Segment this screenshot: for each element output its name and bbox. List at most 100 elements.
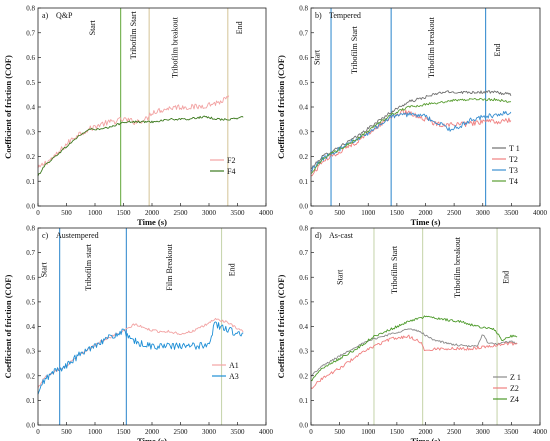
y-axis-label: Coefficient of friction (COF) (3, 275, 13, 379)
x-tick-label: 1000 (88, 209, 103, 217)
panel-label: a) (42, 11, 49, 20)
plot-frame (310, 227, 541, 426)
y-tick-label: 0.7 (299, 29, 308, 37)
y-tick-label: 0.1 (26, 397, 35, 405)
panel-title: Tempered (329, 11, 361, 20)
x-tick-label: 500 (334, 428, 345, 436)
y-tick-label: 0.2 (299, 153, 308, 161)
y-tick-label: 0.2 (26, 372, 35, 380)
x-axis-label: Time (s) (411, 217, 441, 227)
series-line-f2 (37, 95, 230, 169)
plot-frame (37, 227, 267, 426)
x-tick-label: 4000 (259, 428, 274, 436)
x-tick-label: 0 (36, 428, 40, 436)
y-tick-label: 0.5 (299, 79, 308, 87)
legend: T 1 T2 T3 T4 (492, 144, 520, 186)
x-axis-label: Time (s) (137, 217, 167, 227)
panel-3: 0 500 1000 1500 2000 2500 3000 3500 4000 0.0 0.1 0.… (3, 225, 274, 441)
x-axis-label: Time (s) (411, 436, 441, 441)
legend-label: T 1 (509, 144, 520, 153)
series-line-t2 (310, 109, 512, 177)
legend-label: Z4 (510, 395, 519, 404)
y-tick-label: 0.1 (299, 178, 308, 186)
x-tick-label: 2500 (447, 209, 462, 217)
y-tick-label: 0.2 (299, 372, 308, 380)
x-tick-label: 4000 (259, 209, 274, 217)
legend-label: T2 (509, 155, 518, 164)
y-tick-label: 0.0 (26, 203, 35, 211)
plot-frame (37, 7, 267, 207)
y-axis-label: Coefficient of friction (COF) (3, 55, 13, 159)
x-tick-label: 3500 (231, 209, 246, 217)
x-tick-label: 3500 (231, 428, 246, 436)
x-tick-label: 1500 (390, 428, 405, 436)
x-tick-label: 2000 (419, 428, 434, 436)
x-tick-label: 0 (36, 209, 40, 217)
x-tick-label: 3500 (504, 428, 519, 436)
phase-annotation-4: End (502, 271, 511, 284)
legend-label: Z 1 (510, 373, 521, 382)
x-tick-label: 500 (334, 209, 345, 217)
panel-title: Austempered (56, 231, 99, 240)
x-tick-label: 3000 (202, 428, 217, 436)
y-tick-label: 0.6 (26, 54, 35, 62)
series-line-f4 (37, 115, 244, 177)
legend-label: T3 (509, 166, 518, 175)
x-tick-label: 2000 (419, 209, 434, 217)
phase-annotation-1: Start (40, 262, 49, 278)
phase-annotation-4: End (235, 21, 244, 34)
panel-4: 0 500 1000 1500 2000 2500 3000 3500 4000 0.0 0.1 0.… (276, 225, 548, 441)
x-tick-label: 4000 (533, 209, 548, 217)
y-tick-label: 0.5 (26, 298, 35, 306)
y-tick-label: 0.1 (299, 397, 308, 405)
y-tick-label: 0.1 (26, 178, 35, 186)
y-tick-label: 0.3 (26, 128, 35, 136)
series-line-t4 (310, 97, 512, 174)
y-tick-label: 0.5 (299, 298, 308, 306)
phase-annotation-1: Start (335, 269, 344, 285)
x-tick-label: 2000 (145, 209, 160, 217)
y-tick-label: 0.5 (26, 79, 35, 87)
legend-label: T4 (509, 177, 518, 186)
panel-label: d) (315, 231, 322, 240)
x-tick-label: 1000 (361, 428, 376, 436)
y-tick-label: 0.7 (26, 29, 35, 37)
y-tick-label: 0.8 (299, 225, 308, 233)
phase-annotation-3: Film Breakout (165, 243, 174, 290)
x-tick-label: 2000 (145, 428, 160, 436)
y-tick-label: 0.3 (299, 348, 308, 356)
y-axis-label: Coefficient of friction (COF) (276, 275, 286, 379)
y-tick-label: 0.6 (26, 274, 35, 282)
x-tick-label: 2500 (174, 209, 189, 217)
series-line-t3 (310, 110, 512, 172)
legend-label: A1 (229, 361, 239, 370)
y-tick-label: 0.7 (299, 249, 308, 257)
phase-annotation-2: Tribofilm Start (129, 10, 138, 59)
x-tick-label: 3500 (504, 209, 519, 217)
x-tick-label: 4000 (533, 428, 548, 436)
legend-label: F2 (227, 156, 235, 165)
series-line-a3 (37, 321, 244, 395)
y-tick-label: 0.6 (299, 274, 308, 282)
y-tick-label: 0.0 (26, 422, 35, 430)
phase-annotation-2: Tribofilm Start (390, 245, 399, 294)
panel-title: Q&P (56, 11, 73, 20)
panel-2: 0 500 1000 1500 2000 2500 3000 3500 4000 0.0 0.1 0.… (276, 5, 548, 228)
phase-annotation-3: Tribofilm breakout (171, 16, 180, 78)
x-tick-label: 3000 (476, 209, 491, 217)
x-axis-label: Time (s) (137, 436, 167, 441)
panel-label: b) (315, 11, 322, 20)
legend-label: A3 (229, 372, 239, 381)
y-tick-label: 0.8 (26, 5, 35, 13)
phase-annotation-2: Tribofilm start (84, 243, 93, 290)
phase-annotation-1: Start (313, 49, 322, 65)
phase-annotation-4: End (493, 44, 502, 57)
y-tick-label: 0.8 (26, 225, 35, 233)
y-tick-label: 0.4 (299, 323, 308, 331)
legend-label: Z2 (510, 384, 519, 393)
phase-annotation-2: Tribofilm Start (350, 25, 359, 74)
legend: Z 1 Z2 Z4 (493, 373, 521, 404)
